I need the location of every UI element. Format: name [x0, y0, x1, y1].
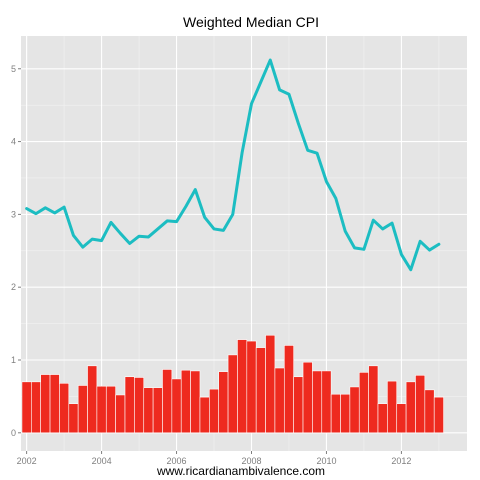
bar: [49, 374, 60, 434]
bar: [31, 381, 41, 434]
bar: [302, 361, 313, 434]
bar: [415, 374, 426, 434]
bar: [433, 396, 444, 434]
bar: [209, 388, 220, 434]
bar: [312, 370, 323, 434]
bar: [255, 347, 266, 434]
bar: [190, 370, 201, 434]
bar: [293, 376, 304, 434]
line-series: [25, 58, 441, 272]
bar: [124, 376, 135, 434]
y-tick-label: 1: [11, 355, 16, 365]
y-tick-label: 0: [11, 428, 16, 438]
bar: [68, 403, 79, 434]
x-tick-label: 2006: [167, 456, 187, 466]
bar: [405, 381, 416, 434]
bar: [59, 382, 70, 434]
bar: [162, 369, 173, 434]
bar: [387, 380, 398, 434]
bar: [87, 365, 98, 434]
bar: [21, 381, 32, 434]
series-line: [25, 58, 441, 272]
x-axis-label: www.ricardianambivalence.com: [156, 464, 325, 478]
bar: [368, 365, 379, 434]
bar: [237, 339, 248, 434]
bar: [152, 387, 163, 434]
bar: [358, 372, 369, 434]
y-tick-label: 4: [11, 137, 16, 147]
y-tick-label: 2: [11, 282, 16, 292]
y-tick-label: 5: [11, 64, 16, 74]
bar: [77, 385, 88, 434]
bar: [171, 378, 182, 434]
chart-title: Weighted Median CPI: [183, 14, 319, 30]
x-tick-label: 2008: [241, 456, 261, 466]
bar: [283, 345, 294, 434]
bar: [265, 334, 276, 434]
x-tick-label: 2010: [316, 456, 336, 466]
y-axis: 0 1 2 3 4 5: [11, 64, 21, 438]
bar: [424, 389, 435, 434]
bar: [115, 394, 126, 434]
bar: [40, 374, 51, 434]
bar: [105, 385, 116, 434]
bar: [218, 371, 229, 434]
bar: [143, 387, 154, 434]
bar: [377, 403, 388, 434]
bar: [321, 370, 332, 434]
bar: [199, 396, 210, 434]
bar: [396, 403, 407, 434]
bar: [330, 393, 341, 434]
bar: [134, 377, 145, 434]
bar: [227, 354, 238, 434]
x-axis: 2002 2004 2006 2008 2010 2012: [17, 451, 411, 466]
bar: [349, 386, 360, 434]
x-tick-label: 2004: [92, 456, 112, 466]
bar: [246, 340, 257, 434]
bar: [274, 367, 285, 434]
bar: [180, 369, 191, 434]
bar-series: [21, 334, 444, 434]
y-tick-label: 3: [11, 209, 16, 219]
x-tick-label: 2012: [391, 456, 411, 466]
x-tick-label: 2002: [17, 456, 37, 466]
bar: [96, 385, 107, 434]
bar: [340, 393, 351, 434]
